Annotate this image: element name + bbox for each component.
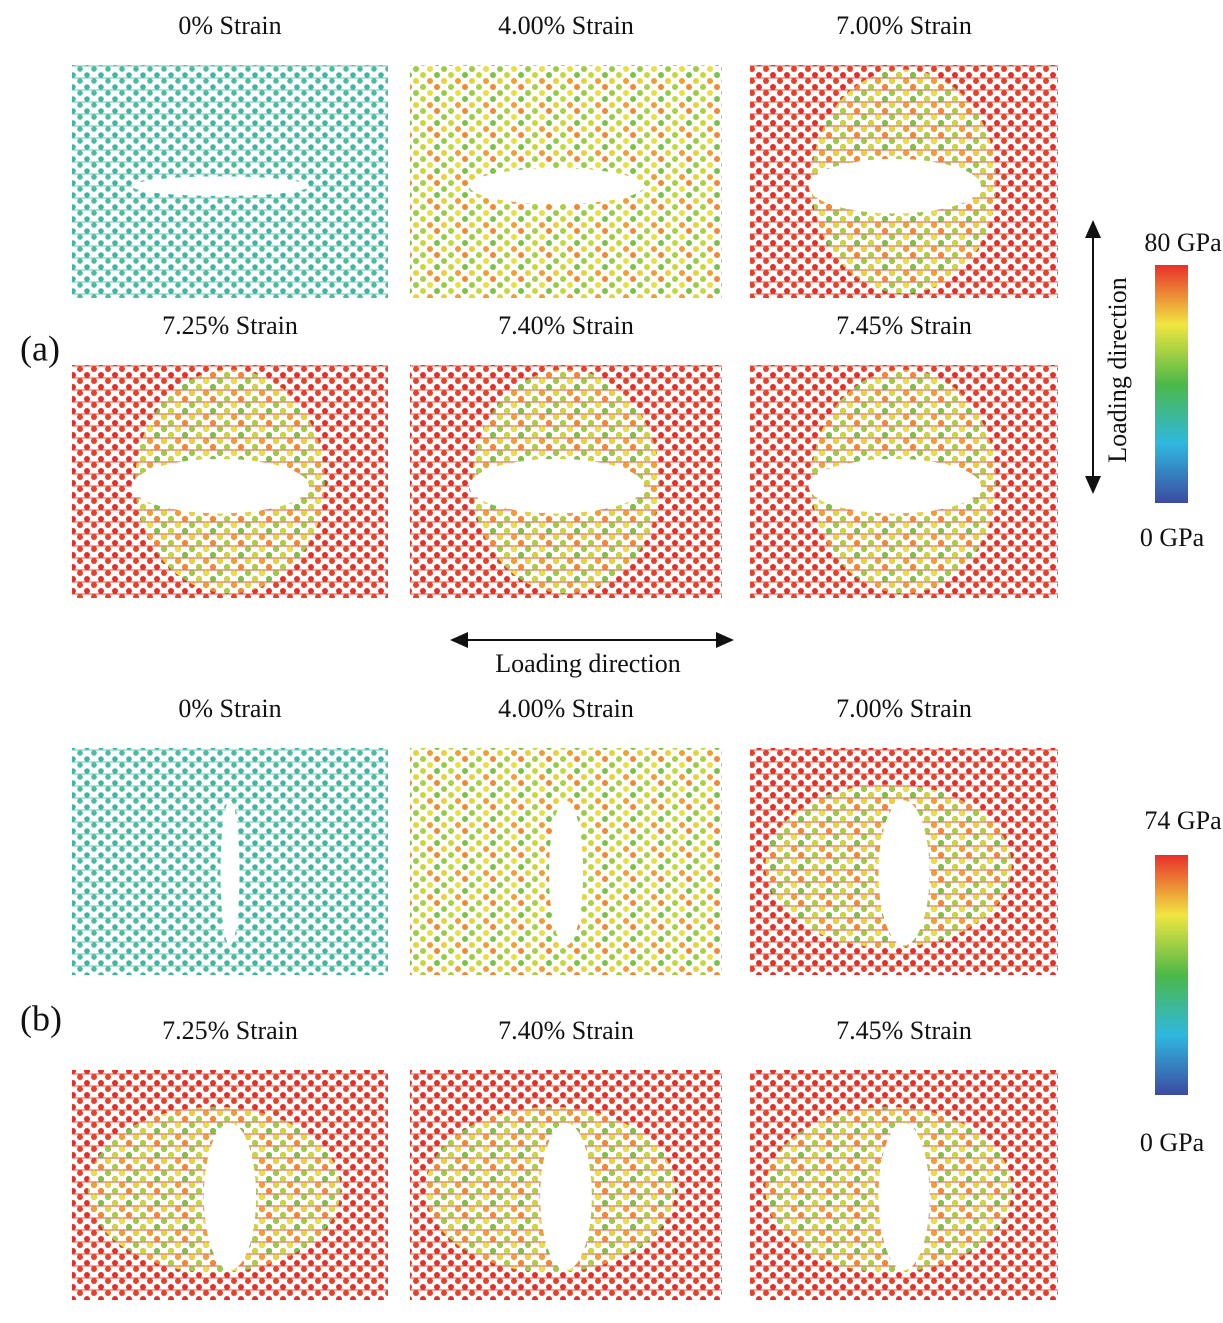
crack bbox=[548, 800, 584, 946]
colorbar-min: 0 GPa bbox=[1140, 1128, 1205, 1157]
loading-direction: Loading direction bbox=[495, 649, 681, 678]
colorbar bbox=[1155, 855, 1188, 1095]
frame-title: 7.00% Strain bbox=[836, 694, 972, 723]
crack bbox=[878, 800, 930, 946]
frame-title: 4.00% Strain bbox=[498, 11, 634, 40]
crack bbox=[469, 458, 644, 514]
crack bbox=[808, 158, 981, 214]
frame-title: 7.45% Strain bbox=[836, 311, 972, 340]
colorbar-min: 0 GPa bbox=[1140, 523, 1205, 552]
colorbar-max: 80 GPa bbox=[1144, 228, 1222, 257]
crack bbox=[878, 1122, 930, 1271]
frame-title: 7.40% Strain bbox=[498, 1016, 634, 1045]
frame-title: 7.00% Strain bbox=[836, 11, 972, 40]
frame-title: 7.40% Strain bbox=[498, 311, 634, 340]
crack bbox=[469, 168, 644, 205]
crack bbox=[808, 458, 981, 514]
crack bbox=[203, 1122, 257, 1271]
crack bbox=[132, 176, 309, 196]
frame-title: 0% Strain bbox=[178, 11, 281, 40]
frame-title: 7.45% Strain bbox=[836, 1016, 972, 1045]
loading-direction: Loading direction bbox=[1103, 277, 1132, 463]
colorbar bbox=[1155, 265, 1188, 503]
frame-title: 7.25% Strain bbox=[162, 1016, 298, 1045]
frame-title: 4.00% Strain bbox=[498, 694, 634, 723]
crack bbox=[132, 458, 309, 514]
frame-title: 7.25% Strain bbox=[162, 311, 298, 340]
crack bbox=[540, 1122, 592, 1271]
panel-label: (b) bbox=[20, 998, 62, 1038]
panel-label: (a) bbox=[20, 328, 60, 368]
frame-title: 0% Strain bbox=[178, 694, 281, 723]
colorbar-max: 74 GPa bbox=[1144, 806, 1222, 835]
crack bbox=[220, 800, 240, 946]
